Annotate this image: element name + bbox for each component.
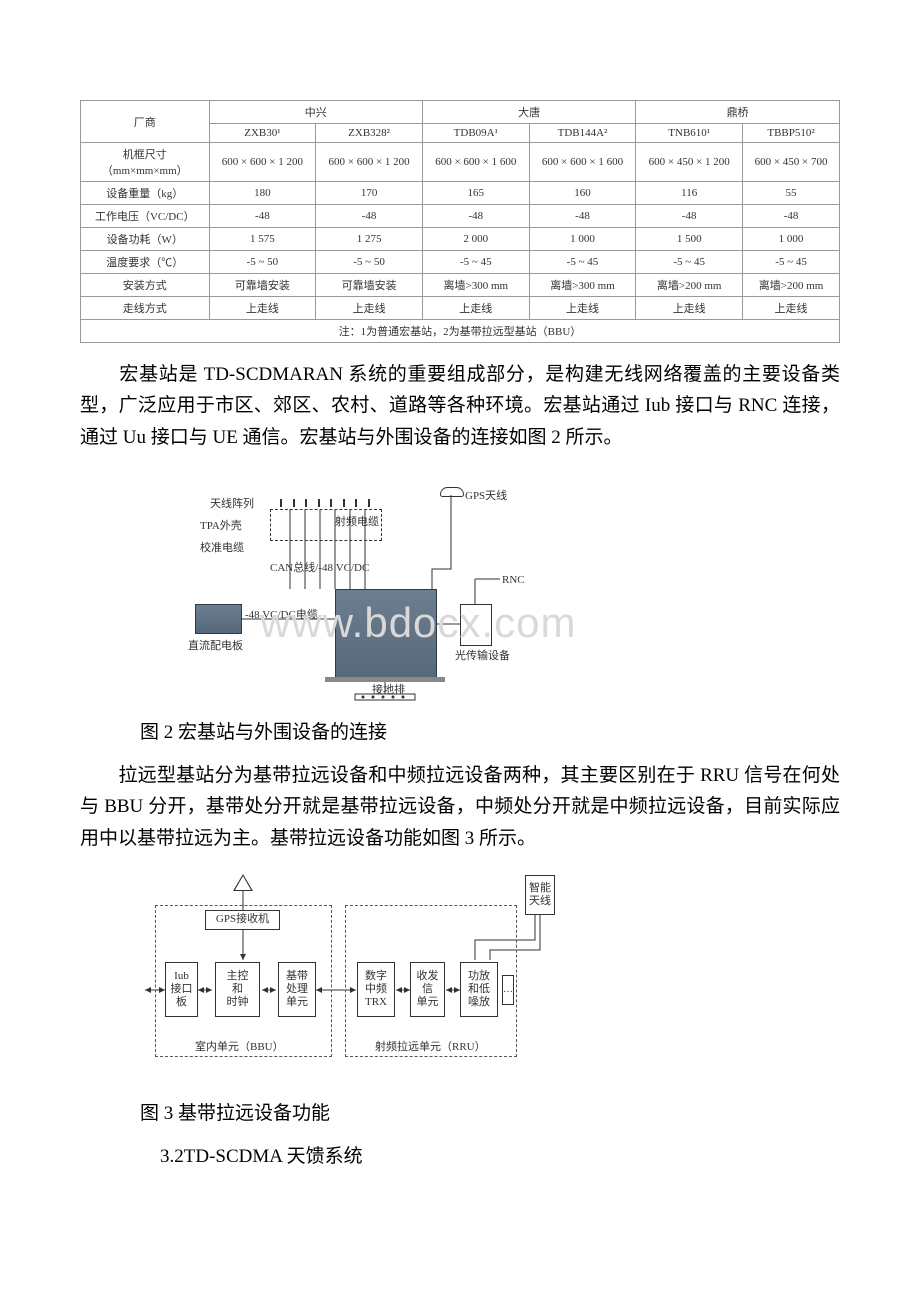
table-cell: -48: [636, 205, 743, 228]
lbl-bbu: 室内单元（BBU）: [195, 1038, 284, 1054]
gps-receiver-box: GPS接收机: [205, 910, 280, 930]
row-label: 温度要求（℃）: [81, 251, 210, 274]
table-cell: 1 275: [316, 228, 423, 251]
lbl-rf-cable: 射频电缆: [335, 513, 379, 529]
model-2: TDB09A¹: [422, 124, 529, 143]
figure-3-caption: 图 3 基带拉远设备功能: [140, 1098, 840, 1125]
model-5: TBBP510²: [743, 124, 840, 143]
figure-2-caption: 图 2 宏基站与外围设备的连接: [140, 717, 840, 744]
table-cell: 600 × 600 × 1 200: [209, 143, 316, 182]
table-cell: 600 × 450 × 1 200: [636, 143, 743, 182]
lbl-rru: 射频拉远单元（RRU）: [375, 1038, 486, 1054]
table-cell: -5 ~ 45: [529, 251, 636, 274]
model-4: TNB610¹: [636, 124, 743, 143]
dc-board-box: [195, 604, 242, 634]
row-label: 机框尺寸 （mm×mm×mm）: [81, 143, 210, 182]
table-cell: -5 ~ 45: [636, 251, 743, 274]
table-cell: 上走线: [529, 297, 636, 320]
model-0: ZXB30¹: [209, 124, 316, 143]
model-1: ZXB328²: [316, 124, 423, 143]
row-label: 设备功耗（W）: [81, 228, 210, 251]
table-cell: 离墙>200 mm: [636, 274, 743, 297]
vendor-1: 大唐: [422, 101, 635, 124]
lbl-ant-array: 天线阵列: [210, 495, 254, 511]
table-cell: 55: [743, 182, 840, 205]
lbl-rnc: RNC: [502, 574, 525, 586]
table-cell: 离墙>300 mm: [529, 274, 636, 297]
table-cell: 165: [422, 182, 529, 205]
trx-box: 收发 信 单元: [410, 962, 445, 1017]
table-cell: 1 575: [209, 228, 316, 251]
lbl-gps: GPS天线: [465, 487, 507, 503]
digital-if-box: 数字 中频 TRX: [357, 962, 395, 1017]
figure-3: GPS接收机 Iub 接口 板 主控 和 时钟 基带 处理 单元 数字 中频 T…: [140, 870, 840, 1090]
lbl-ground: 接地排: [372, 681, 405, 697]
table-cell: 170: [316, 182, 423, 205]
table-cell: 上走线: [316, 297, 423, 320]
table-cell: -48: [529, 205, 636, 228]
main-ctrl-box: 主控 和 时钟: [215, 962, 260, 1017]
paragraph-2: 拉远型基站分为基带拉远设备和中频拉远设备两种，其主要区别在于 RRU 信号在何处…: [80, 760, 840, 854]
table-cell: 上走线: [422, 297, 529, 320]
table-cell: -5 ~ 50: [209, 251, 316, 274]
table-note: 注：1为普通宏基站，2为基带拉远型基站（BBU）: [81, 320, 840, 343]
model-3: TDB144A²: [529, 124, 636, 143]
table-cell: 600 × 600 × 1 200: [316, 143, 423, 182]
row-label: 安装方式: [81, 274, 210, 297]
table-cell: 上走线: [743, 297, 840, 320]
optical-device-box: [460, 604, 492, 646]
row-label: 走线方式: [81, 297, 210, 320]
table-cell: 180: [209, 182, 316, 205]
smart-antenna-box: 智能 天线: [525, 875, 555, 915]
lbl-tpa: TPA外壳: [200, 517, 242, 533]
section-heading-3-2: 3.2TD-SCDMA 天馈系统: [160, 1141, 840, 1168]
table-cell: 2 000: [422, 228, 529, 251]
iub-board-box: Iub 接口 板: [165, 962, 198, 1017]
table-cell: 上走线: [636, 297, 743, 320]
table-cell: -48: [743, 205, 840, 228]
table-cell: 离墙>300 mm: [422, 274, 529, 297]
vendor-2: 鼎桥: [636, 101, 840, 124]
paragraph-1: 宏基站是 TD-SCDMARAN 系统的重要组成部分，是构建无线网络覆盖的主要设…: [80, 359, 840, 453]
macro-bts-box: [335, 589, 437, 681]
table-cell: 1 000: [743, 228, 840, 251]
table-cell: 可靠墙安装: [209, 274, 316, 297]
table-cell: -48: [422, 205, 529, 228]
lbl-psu: 直流配电板: [188, 637, 243, 653]
lbl-can-bus: CAN总线/-48 VC/DC: [270, 559, 369, 575]
table-cell: -5 ~ 45: [743, 251, 840, 274]
row-label: 工作电压（VC/DC）: [81, 205, 210, 228]
table-cell: -48: [316, 205, 423, 228]
lbl-opt: 光传输设备: [455, 647, 510, 663]
vendor-0: 中兴: [209, 101, 422, 124]
col-vendor: 厂商: [81, 101, 210, 143]
lbl-cal-cable: 校准电缆: [200, 539, 244, 555]
pa-lna-box: 功放 和低 噪放: [460, 962, 498, 1017]
table-cell: 可靠墙安装: [316, 274, 423, 297]
table-cell: -5 ~ 50: [316, 251, 423, 274]
table-cell: 离墙>200 mm: [743, 274, 840, 297]
dots-box: …: [502, 975, 514, 1005]
table-cell: -48: [209, 205, 316, 228]
table-cell: -5 ~ 45: [422, 251, 529, 274]
table-cell: 600 × 450 × 700: [743, 143, 840, 182]
table-cell: 116: [636, 182, 743, 205]
table-cell: 600 × 600 × 1 600: [422, 143, 529, 182]
table-cell: 160: [529, 182, 636, 205]
antenna-array-icon: [280, 499, 370, 509]
gps-antenna-icon: [440, 487, 464, 497]
row-label: 设备重量（kg）: [81, 182, 210, 205]
lbl-dc-cable: -48 VC/DC电缆: [245, 606, 318, 622]
spec-table: 厂商 中兴 大唐 鼎桥 ZXB30¹ ZXB328² TDB09A¹ TDB14…: [80, 100, 840, 343]
table-cell: 上走线: [209, 297, 316, 320]
baseband-box: 基带 处理 单元: [278, 962, 316, 1017]
table-cell: 600 × 600 × 1 600: [529, 143, 636, 182]
figure-2: 天线阵列 TPA外壳 校准电缆 射频电缆 CAN总线/-48 VC/DC GPS…: [140, 469, 840, 709]
table-cell: 1 000: [529, 228, 636, 251]
table-cell: 1 500: [636, 228, 743, 251]
